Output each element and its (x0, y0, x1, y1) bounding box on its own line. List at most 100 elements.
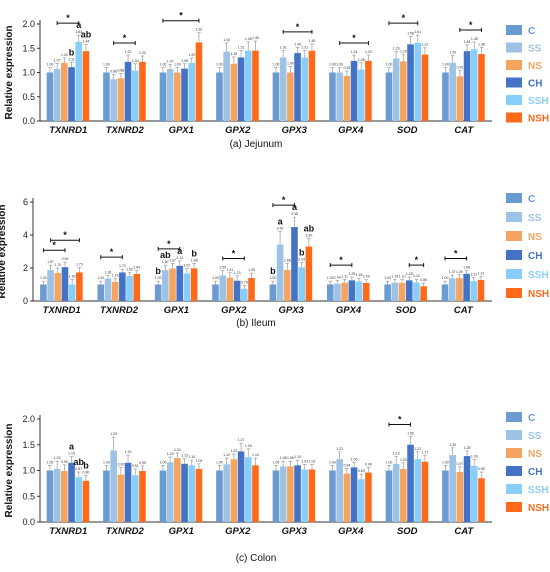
y-tick-label: 0.5 (22, 491, 35, 501)
legend-swatch (506, 288, 522, 298)
x-tick-label: CAT (454, 526, 474, 537)
value-label: 1.31 (301, 46, 308, 50)
legend-label: CH (528, 467, 542, 478)
bar (119, 272, 126, 301)
y-tick-label: 0 (23, 296, 28, 306)
value-label: 1.25 (348, 272, 355, 276)
bar (456, 472, 464, 522)
value-label: 1.02 (301, 459, 308, 463)
bar (154, 284, 162, 301)
bar (174, 72, 181, 121)
value-label: 0.96 (365, 462, 372, 466)
legend-swatch (506, 193, 522, 203)
value-label: 1.18 (356, 273, 363, 277)
bar (400, 468, 407, 522)
legend-label: SS (528, 213, 542, 224)
bar (391, 282, 399, 301)
bar (385, 470, 393, 522)
y-tick-label: 1.0 (22, 68, 35, 78)
significance-marker: * (296, 22, 300, 32)
bar (362, 283, 370, 301)
bar (272, 72, 280, 121)
y-axis-label: Relative expression (0, 205, 8, 299)
bar (111, 281, 119, 301)
significance-marker: * (454, 248, 458, 258)
value-label: 1.10 (391, 275, 398, 279)
value-label: 1.55 (219, 265, 226, 269)
bar (75, 477, 83, 522)
bar (195, 468, 203, 522)
bar (478, 478, 485, 522)
bar (241, 288, 248, 301)
value-label: 1.41 (227, 268, 234, 272)
value-label: 1.67 (184, 263, 191, 267)
x-tick-label: TXNRD2 (106, 125, 145, 136)
bar (420, 286, 427, 301)
value-label: 1.00 (329, 460, 336, 464)
y-axis-label: Relative expression (4, 424, 15, 518)
x-tick-label: TXNRD1 (43, 305, 81, 316)
bar (252, 465, 259, 522)
value-label: 1.00 (40, 276, 47, 280)
value-label: 1.22 (125, 50, 132, 54)
bar (162, 270, 169, 301)
value-label: 1.00 (442, 460, 449, 464)
value-label: 1.08 (280, 456, 287, 460)
panel-caption: (a) Jejunum (230, 139, 283, 150)
significance-marker: * (339, 255, 343, 265)
bar (183, 273, 191, 301)
value-label: 1.36 (105, 270, 112, 274)
value-label: 1.07 (167, 59, 174, 63)
bar (283, 269, 291, 301)
significance-letter: a (177, 246, 183, 256)
value-label: 1.00 (216, 460, 223, 464)
bar (357, 69, 365, 121)
bar (357, 479, 365, 522)
bar (230, 63, 238, 121)
significance-marker: * (110, 247, 114, 257)
bar (166, 69, 174, 121)
x-tick-label: TXNRD1 (49, 125, 87, 136)
significance-letter: b (270, 266, 276, 276)
value-label: 1.98 (191, 258, 198, 262)
legend-swatch (506, 430, 522, 440)
bar (188, 62, 196, 121)
x-tick-label: TXNRD1 (49, 526, 87, 537)
significance-letter: ab (81, 29, 92, 39)
bar (392, 463, 400, 522)
value-label: 1.00 (336, 63, 343, 67)
bar (174, 458, 181, 522)
bar (456, 278, 463, 301)
value-label: 1.63 (75, 30, 82, 34)
bar (237, 451, 245, 522)
value-label: 1.20 (188, 53, 195, 57)
bar (248, 278, 255, 301)
value-label: 1.50 (407, 432, 414, 436)
value-label: 1.10 (188, 455, 195, 459)
value-label: 1.00 (103, 63, 110, 67)
significance-marker: * (63, 230, 67, 240)
bar (159, 72, 167, 121)
legend-swatch (506, 484, 522, 494)
value-label: 1.44 (83, 39, 90, 43)
significance-letter: a (278, 216, 284, 226)
bar (456, 76, 464, 121)
y-tick-label: 6 (23, 197, 28, 207)
legend-label: SS (528, 431, 542, 442)
bar (463, 51, 471, 121)
significance-letter: ab (160, 250, 171, 260)
significance-marker: * (415, 255, 419, 265)
value-label: 1.00 (327, 276, 334, 280)
value-label: 1.11 (68, 57, 75, 61)
value-label: 1.00 (386, 63, 393, 67)
significance-letter: ab (304, 223, 315, 233)
value-label: 1.11 (341, 274, 348, 278)
x-tick-label: GPX1 (164, 305, 189, 316)
bar (47, 270, 54, 301)
value-label: 1.00 (69, 275, 76, 279)
value-label: 1.10 (399, 275, 406, 279)
bar (117, 474, 125, 522)
bar (392, 58, 400, 121)
bar (252, 50, 259, 121)
